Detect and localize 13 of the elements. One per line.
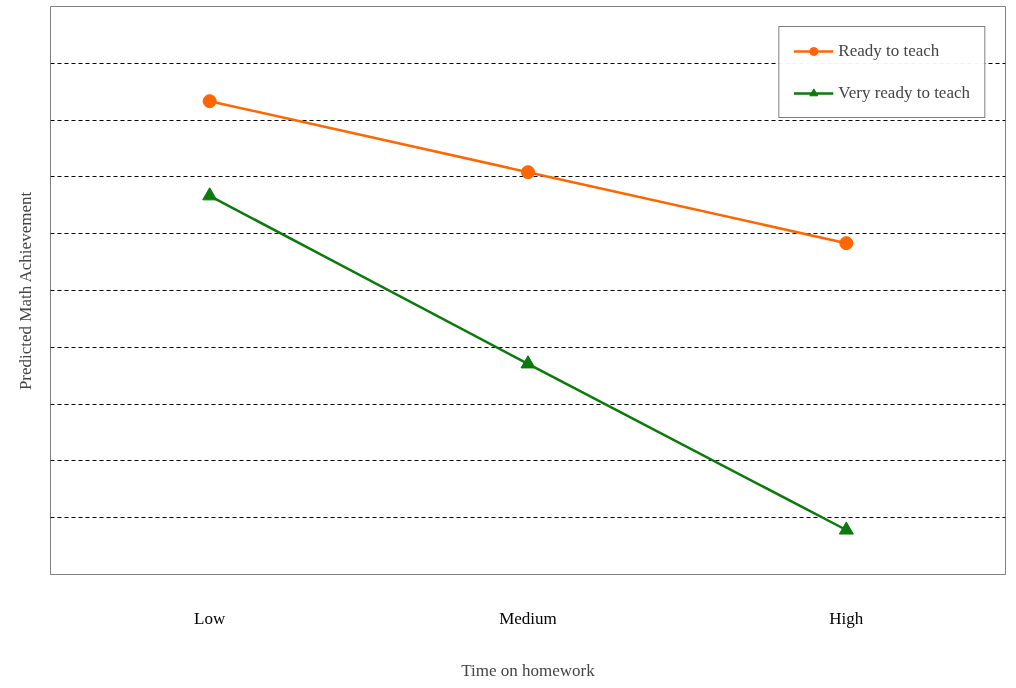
y-axis-title: Predicted Math Achievement [15, 191, 35, 391]
point [838, 521, 854, 535]
point [521, 165, 535, 180]
point [839, 236, 854, 251]
legend-label: Very ready to teach [838, 83, 970, 103]
point [202, 187, 218, 201]
point [520, 355, 536, 369]
x-axis-title: Time on homework [461, 660, 596, 680]
point [202, 94, 217, 109]
legend-label: Ready to teach [838, 41, 940, 61]
x-tick-label: High [829, 608, 864, 628]
x-tick-label: Low [194, 608, 226, 628]
x-tick-label: Medium [499, 608, 557, 628]
